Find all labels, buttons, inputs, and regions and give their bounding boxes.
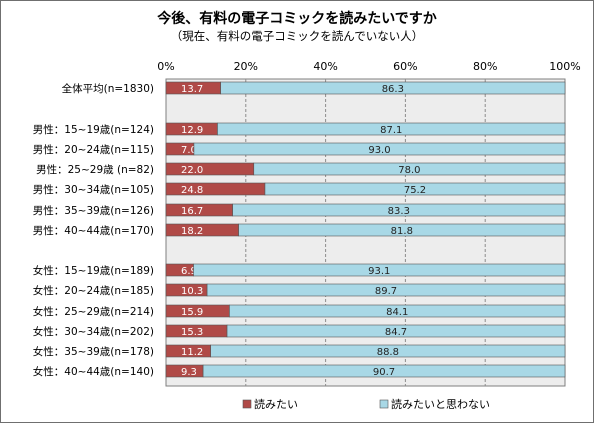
legend-label: 読みたいと思わない [391,397,490,411]
bar-yomitakunai [193,263,566,277]
data-label: 81.8 [391,226,413,237]
bar-yomitai [165,162,255,176]
x-tick-label: 0% [157,60,174,73]
bar-yomitakunai [217,122,566,136]
category-label: 男性：40~44歳(n=170) [33,224,154,237]
category-label: 男性：15~19歳(n=124) [33,123,154,136]
data-label: 15.3 [181,327,203,338]
x-tick-label: 60% [393,60,417,73]
legend-swatch [242,399,252,409]
data-label: 15.9 [181,307,203,318]
data-label: 86.3 [382,84,404,95]
category-label: 女性：25~29歳(n=214) [33,305,154,318]
data-label: 87.1 [380,125,402,136]
chart-subtitle: （現在、有料の電子コミックを読んでいない人） [170,29,424,43]
data-label: 6.9 [181,266,197,277]
category-label: 男性：30~34歳(n=105) [33,183,154,196]
bar-yomitakunai [202,364,566,378]
legend-label: 読みたい [254,397,298,411]
data-label: 78.0 [398,165,420,176]
data-label: 16.7 [181,206,203,217]
data-label: 83.3 [388,206,410,217]
data-label: 11.2 [181,347,203,358]
x-tick-label: 20% [234,60,258,73]
bar-yomitakunai [206,283,566,297]
data-label: 24.8 [181,185,203,196]
x-tick-label: 40% [313,60,337,73]
bar-yomitakunai [264,182,566,196]
data-label: 7.0 [181,145,197,156]
bar-yomitakunai [232,203,566,217]
data-label: 12.9 [181,125,203,136]
category-label: 女性：40~44歳(n=140) [33,365,154,378]
bar-yomitakunai [210,344,566,358]
data-label: 93.1 [368,266,390,277]
category-label: 男性：20~24歳(n=115) [33,143,154,156]
category-label: 男性：25~29歳 (n=82) [36,163,154,176]
category-label: 女性：30~34歳(n=202) [33,325,154,338]
data-label: 84.1 [386,307,408,318]
bar-yomitakunai [226,324,566,338]
legend-swatch [379,399,389,409]
bar-yomitakunai [253,162,566,176]
data-label: 10.3 [181,286,203,297]
x-tick-label: 80% [473,60,497,73]
data-label: 22.0 [181,165,203,176]
data-label: 93.0 [368,145,390,156]
data-label: 84.7 [385,327,407,338]
bar-yomitakunai [238,223,566,237]
data-label: 75.2 [404,185,426,196]
chart-title: 今後、有料の電子コミックを読みたいですか [157,11,437,27]
bar-yomitakunai [220,81,566,95]
category-label: 男性：35~39歳(n=126) [33,204,154,217]
data-label: 90.7 [373,367,395,378]
x-tick-label: 100% [549,60,580,73]
data-label: 89.7 [375,286,397,297]
category-label: 女性：35~39歳(n=178) [33,345,154,358]
data-label: 18.2 [181,226,203,237]
data-label: 88.8 [377,347,399,358]
data-label: 13.7 [181,84,203,95]
bar-yomitakunai [229,304,566,318]
category-label: 全体平均(n=1830) [62,82,154,95]
category-label: 女性：20~24歳(n=185) [33,284,154,297]
data-label: 9.3 [181,367,197,378]
category-label: 女性：15~19歳(n=189) [33,264,154,277]
bar-yomitakunai [193,142,566,156]
